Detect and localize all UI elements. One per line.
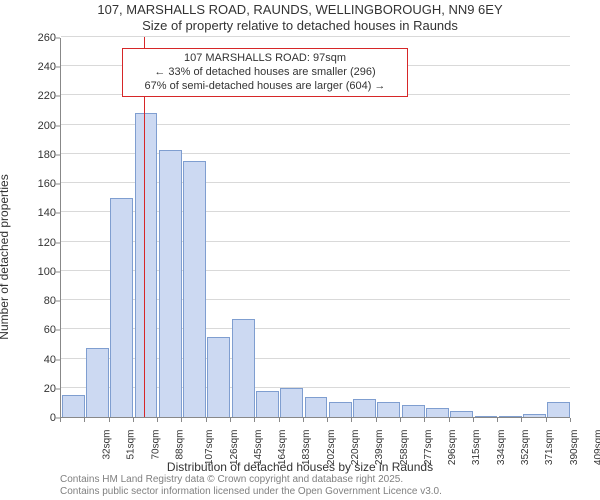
histogram-bar <box>135 113 158 417</box>
histogram-bar <box>62 395 85 417</box>
y-tick-label: 40 <box>30 354 56 366</box>
y-tick-label: 20 <box>30 383 56 395</box>
y-axis-label: Number of detached properties <box>0 174 11 339</box>
histogram-bar <box>86 348 109 417</box>
plot-area: 107 MARSHALLS ROAD: 97sqm← 33% of detach… <box>60 38 570 418</box>
x-tick-mark <box>230 418 231 422</box>
attribution-line-2: Contains public sector information licen… <box>60 486 442 498</box>
histogram-bar <box>207 337 230 417</box>
histogram-bar <box>402 405 425 417</box>
x-tick-label: 51sqm <box>126 430 137 460</box>
x-tick-mark <box>546 418 547 422</box>
y-tick-label: 220 <box>30 90 56 102</box>
x-tick-mark <box>181 418 182 422</box>
histogram-bar <box>547 402 570 417</box>
histogram-bar <box>280 388 303 417</box>
x-tick-mark <box>60 418 61 422</box>
gridline <box>61 36 570 37</box>
y-tick-mark <box>56 359 60 360</box>
histogram-bar <box>450 411 473 417</box>
chart-title-sub: Size of property relative to detached ho… <box>0 18 600 33</box>
y-tick-label: 180 <box>30 149 56 161</box>
x-tick-mark <box>400 418 401 422</box>
y-tick-label: 140 <box>30 207 56 219</box>
x-tick-label: 70sqm <box>150 430 161 460</box>
histogram-bar <box>110 198 133 417</box>
histogram-bar <box>353 399 376 417</box>
y-tick-mark <box>56 96 60 97</box>
y-tick-mark <box>56 388 60 389</box>
x-tick-mark <box>84 418 85 422</box>
y-tick-label: 120 <box>30 237 56 249</box>
y-tick-mark <box>56 330 60 331</box>
x-tick-mark <box>473 418 474 422</box>
x-tick-label: 32sqm <box>102 430 113 460</box>
x-tick-mark <box>279 418 280 422</box>
x-tick-mark <box>351 418 352 422</box>
y-tick-label: 240 <box>30 61 56 73</box>
histogram-bar <box>523 414 546 417</box>
y-tick-mark <box>56 154 60 155</box>
histogram-bar <box>183 161 206 417</box>
x-tick-mark <box>521 418 522 422</box>
histogram-bar <box>426 408 449 417</box>
y-tick-mark <box>56 242 60 243</box>
attribution-line-1: Contains HM Land Registry data © Crown c… <box>60 474 442 486</box>
x-tick-mark <box>157 418 158 422</box>
y-tick-mark <box>56 38 60 39</box>
x-tick-mark <box>376 418 377 422</box>
y-tick-mark <box>56 125 60 126</box>
histogram-bar <box>256 391 279 417</box>
y-tick-label: 260 <box>30 32 56 44</box>
histogram-bar <box>499 416 522 417</box>
annotation-line-1: 107 MARSHALLS ROAD: 97sqm <box>129 52 401 66</box>
histogram-bar <box>329 402 352 417</box>
attribution-text: Contains HM Land Registry data © Crown c… <box>60 474 442 498</box>
y-tick-label: 0 <box>30 412 56 424</box>
histogram-bar <box>232 319 255 417</box>
y-tick-label: 60 <box>30 324 56 336</box>
x-axis-label: Distribution of detached houses by size … <box>0 460 600 474</box>
x-tick-mark <box>303 418 304 422</box>
x-tick-mark <box>133 418 134 422</box>
x-tick-mark <box>327 418 328 422</box>
x-tick-mark <box>254 418 255 422</box>
x-tick-mark <box>497 418 498 422</box>
y-tick-mark <box>56 67 60 68</box>
annotation-line-3: 67% of semi-detached houses are larger (… <box>129 80 401 94</box>
x-tick-mark <box>424 418 425 422</box>
histogram-bar <box>159 150 182 417</box>
histogram-bar <box>377 402 400 417</box>
histogram-bar <box>475 416 498 417</box>
x-tick-mark <box>570 418 571 422</box>
y-tick-label: 200 <box>30 120 56 132</box>
x-tick-mark <box>206 418 207 422</box>
y-tick-mark <box>56 271 60 272</box>
x-tick-mark <box>109 418 110 422</box>
y-tick-label: 100 <box>30 266 56 278</box>
annotation-line-2: ← 33% of detached houses are smaller (29… <box>129 66 401 80</box>
chart-container: 107, MARSHALLS ROAD, RAUNDS, WELLINGBORO… <box>0 0 600 500</box>
y-tick-mark <box>56 301 60 302</box>
annotation-box: 107 MARSHALLS ROAD: 97sqm← 33% of detach… <box>122 48 408 97</box>
x-tick-mark <box>449 418 450 422</box>
x-tick-label: 88sqm <box>175 430 186 460</box>
y-tick-label: 160 <box>30 178 56 190</box>
histogram-bar <box>305 397 328 417</box>
chart-title-main: 107, MARSHALLS ROAD, RAUNDS, WELLINGBORO… <box>0 2 600 17</box>
y-tick-mark <box>56 213 60 214</box>
y-tick-label: 80 <box>30 295 56 307</box>
y-tick-mark <box>56 184 60 185</box>
